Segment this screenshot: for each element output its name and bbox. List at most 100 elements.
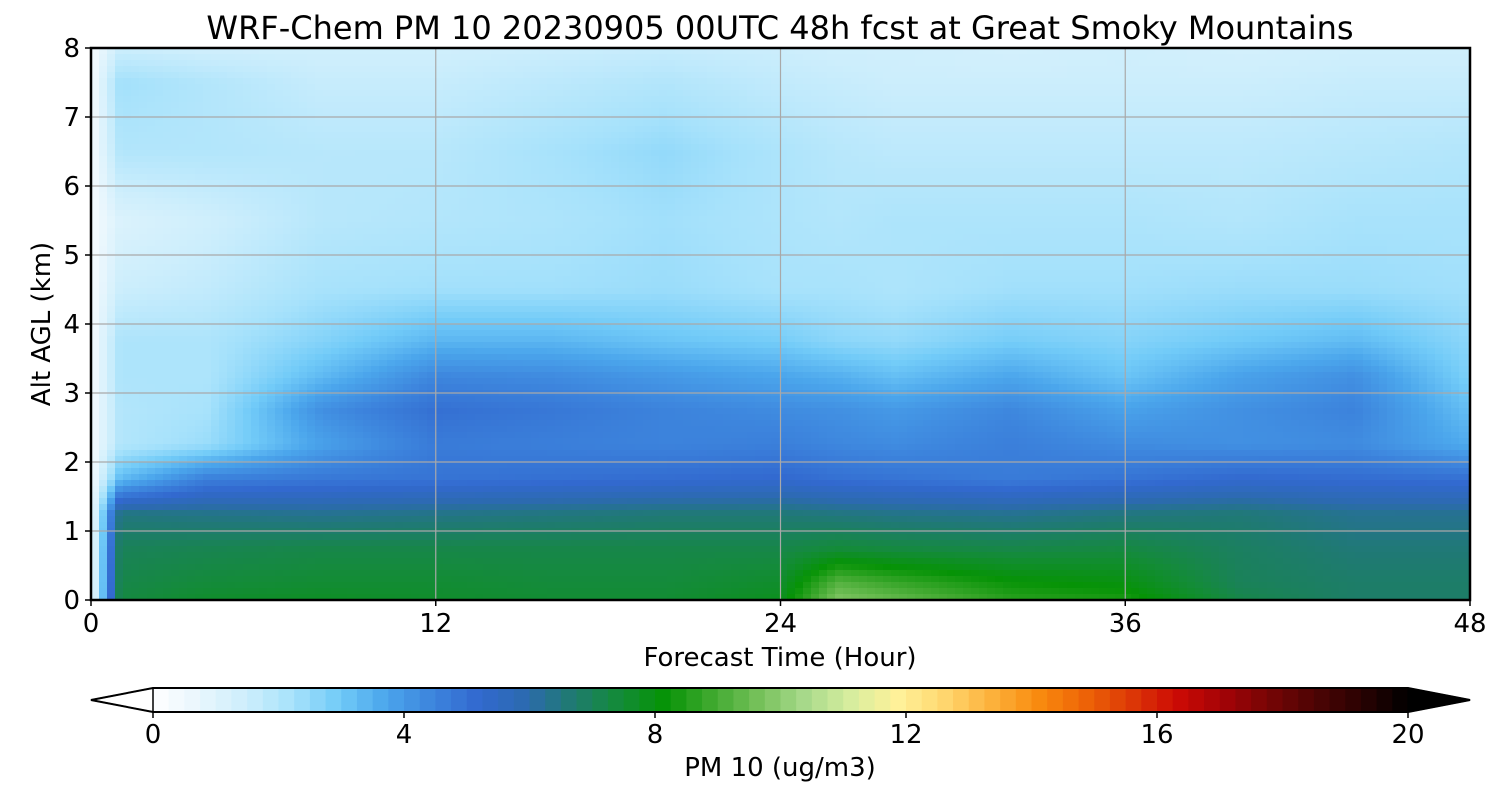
heat-cell: [491, 192, 500, 199]
heat-cell: [907, 150, 916, 157]
heat-cell: [291, 108, 300, 115]
heat-cell: [987, 192, 996, 199]
heat-cell: [1235, 162, 1244, 169]
heat-cell: [659, 60, 668, 67]
heat-cell: [227, 54, 236, 61]
heat-cell: [267, 60, 276, 67]
heat-cell: [691, 66, 700, 73]
heat-cell: [835, 108, 844, 115]
heat-cell: [507, 144, 516, 151]
heat-cell: [1027, 198, 1036, 205]
heat-cell: [195, 144, 204, 151]
heat-cell: [307, 186, 316, 193]
heat-cell: [1067, 174, 1076, 181]
heat-cell: [331, 84, 340, 91]
heat-cell: [251, 84, 260, 91]
heat-cell: [579, 132, 588, 139]
heat-cell: [627, 84, 636, 91]
heat-cell: [1091, 204, 1100, 211]
heat-cell: [891, 168, 900, 175]
heat-cell: [1299, 54, 1308, 61]
heat-cell: [867, 48, 876, 55]
heat-cell: [1107, 216, 1116, 223]
heat-cell: [1059, 96, 1068, 103]
heat-cell: [491, 132, 500, 139]
heat-cell: [1147, 216, 1156, 223]
heat-cell: [435, 48, 444, 55]
heat-cell: [1107, 156, 1116, 163]
heat-cell: [1003, 132, 1012, 139]
heat-cell: [795, 138, 804, 145]
heat-cell: [1043, 120, 1052, 127]
heat-cell: [283, 96, 292, 103]
heat-cell: [1027, 150, 1036, 157]
heat-cell: [195, 120, 204, 127]
heat-cell: [1355, 72, 1364, 79]
heat-cell: [403, 210, 412, 217]
heat-cell: [691, 198, 700, 205]
heat-cell: [1427, 174, 1436, 181]
heat-cell: [571, 210, 580, 217]
heat-cell: [747, 210, 756, 217]
heat-cell: [699, 120, 708, 127]
heat-cell: [1051, 180, 1060, 187]
heat-cell: [307, 138, 316, 145]
heat-cell: [563, 132, 572, 139]
heat-cell: [243, 150, 252, 157]
heat-cell: [555, 108, 564, 115]
heat-cell: [1171, 90, 1180, 97]
heat-cell: [667, 168, 676, 175]
heat-cell: [419, 204, 428, 211]
heat-cell: [827, 132, 836, 139]
heat-cell: [1003, 90, 1012, 97]
heat-cell: [947, 72, 956, 79]
heat-cell: [259, 174, 268, 181]
heat-cell: [579, 120, 588, 127]
heat-cell: [195, 156, 204, 163]
heat-cell: [419, 66, 428, 73]
heat-cell: [755, 204, 764, 211]
heat-cell: [1467, 60, 1470, 67]
heat-cell: [139, 156, 148, 163]
heat-cell: [243, 78, 252, 85]
heat-cell: [1131, 60, 1140, 67]
heat-cell: [1427, 60, 1436, 67]
heat-cell: [139, 72, 148, 79]
heat-cell: [491, 138, 500, 145]
heat-cell: [1155, 78, 1164, 85]
heat-cell: [1003, 216, 1012, 223]
heat-cell: [1435, 180, 1444, 187]
heat-cell: [1187, 48, 1196, 55]
heat-cell: [235, 126, 244, 133]
heat-cell: [347, 216, 356, 223]
heat-cell: [291, 102, 300, 109]
heat-cell: [1403, 180, 1412, 187]
heat-cell: [1075, 78, 1084, 85]
heat-cell: [675, 144, 684, 151]
heat-cell: [331, 198, 340, 205]
heat-cell: [707, 204, 716, 211]
heat-cell: [291, 180, 300, 187]
heat-cell: [875, 204, 884, 211]
heat-cell: [739, 144, 748, 151]
heat-cell: [1331, 180, 1340, 187]
heat-cell: [819, 126, 828, 133]
heat-cell: [883, 192, 892, 199]
heat-cell: [1091, 210, 1100, 217]
heat-cell: [411, 108, 420, 115]
heat-cell: [1467, 180, 1470, 187]
heat-cell: [99, 192, 108, 199]
heat-cell: [427, 174, 436, 181]
heat-cell: [1155, 192, 1164, 199]
heat-cell: [1379, 174, 1388, 181]
heat-cell: [1035, 60, 1044, 67]
heat-cell: [195, 78, 204, 85]
heat-cell: [1171, 156, 1180, 163]
heat-cell: [835, 150, 844, 157]
heat-cell: [1091, 54, 1100, 61]
heat-cell: [955, 60, 964, 67]
heat-cell: [795, 84, 804, 91]
heat-cell: [739, 138, 748, 145]
heat-cell: [1059, 186, 1068, 193]
heat-cell: [787, 96, 796, 103]
